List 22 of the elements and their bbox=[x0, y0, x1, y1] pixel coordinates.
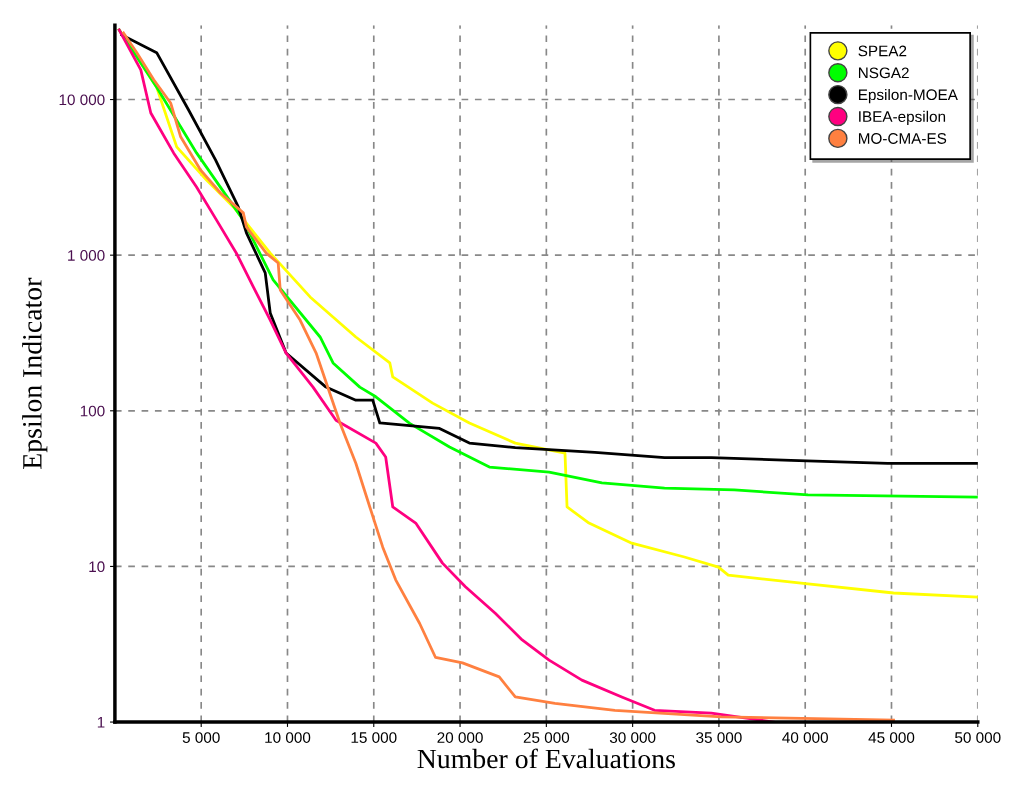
x-tick-label: 15 000 bbox=[351, 732, 397, 743]
legend-label: NSGA2 bbox=[858, 67, 909, 79]
legend-label: MO-CMA-ES bbox=[858, 133, 947, 144]
x-tick-label: 5 000 bbox=[182, 732, 220, 743]
x-axis-title: Number of Evaluations bbox=[417, 748, 675, 769]
x-tick-label: 50 000 bbox=[955, 732, 1001, 743]
legend-label: Epsilon-MOEA bbox=[858, 88, 958, 104]
x-tick-label: 25 000 bbox=[523, 732, 570, 743]
x-tick-label: 30 000 bbox=[609, 732, 656, 743]
x-tick-label: 10 000 bbox=[265, 732, 311, 743]
legend-label: SPEA2 bbox=[858, 45, 907, 57]
y-tick-label: 10 bbox=[89, 561, 105, 573]
y-axis-title: Epsilon Indicator bbox=[22, 277, 48, 469]
x-tick-label: 20 000 bbox=[437, 732, 483, 743]
y-tick-label: 10 000 bbox=[59, 94, 105, 106]
x-tick-label: 35 000 bbox=[696, 732, 742, 743]
y-tick-label: 1 bbox=[97, 717, 105, 728]
y-tick-label: 1 000 bbox=[68, 250, 105, 261]
legend-label: IBEA-epsilon bbox=[859, 110, 946, 126]
y-tick-label: 100 bbox=[80, 405, 105, 417]
x-tick-label: 40 000 bbox=[782, 732, 828, 743]
x-tick-label: 45 000 bbox=[868, 732, 915, 743]
